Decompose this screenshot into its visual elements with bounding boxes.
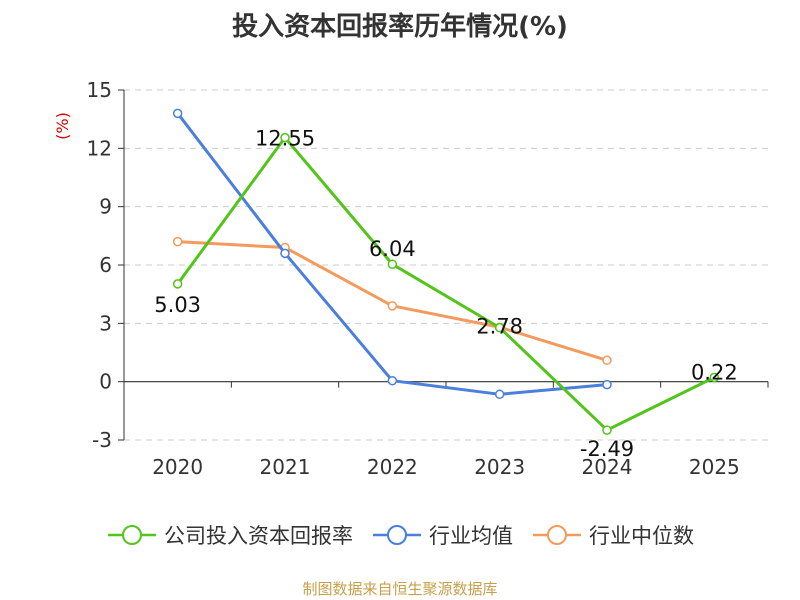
label-layer: 5.03 12.55 6.04 2.78 -2.49 0.22 (154, 127, 737, 461)
legend-swatch-marker (547, 525, 567, 545)
legend-item[interactable]: 行业中位数 (531, 520, 694, 550)
data-point (494, 322, 505, 333)
data-point (280, 132, 290, 143)
axis-layer: -3 0 3 6 9 12 15 2020 2021 2022 2023 2024 2025 (87, 78, 769, 479)
data-point (602, 379, 612, 390)
y-axis-label: (%) (53, 112, 72, 140)
data-point (172, 236, 183, 247)
legend-item[interactable]: 行业均值 (371, 520, 513, 550)
y-tick-label: 6 (99, 253, 112, 277)
series-line (176, 136, 715, 432)
x-tick-label: 2024 (582, 455, 633, 479)
y-tick-label: -3 (92, 428, 112, 452)
legend-swatch (108, 525, 156, 545)
legend: 公司投入资本回报率 行业均值 行业中位数 (0, 520, 800, 550)
x-tick-label: 2025 (689, 455, 740, 479)
legend-item[interactable]: 公司投入资本回报率 (106, 520, 353, 550)
legend-label: 行业中位数 (589, 524, 694, 548)
legend-swatch-marker (387, 525, 407, 545)
data-label: 12.55 (255, 127, 315, 151)
data-point (494, 389, 505, 400)
data-label: 6.04 (369, 237, 416, 261)
data-label: 0.22 (691, 360, 738, 384)
legend-swatch-marker (122, 525, 142, 545)
data-point (172, 279, 183, 289)
y-tick-label: 0 (99, 370, 112, 394)
y-tick-label: 3 (99, 311, 112, 335)
x-tick-label: 2020 (152, 455, 203, 479)
data-point (280, 248, 290, 259)
source-note: 制图数据来自恒生聚源数据库 (302, 580, 498, 598)
data-point (172, 108, 183, 119)
legend-swatch (533, 525, 581, 545)
legend-label: 公司投入资本回报率 (164, 524, 353, 548)
x-tick-label: 2023 (474, 455, 525, 479)
data-point (602, 355, 612, 366)
data-point (602, 425, 612, 435)
y-tick-label: 9 (99, 195, 112, 219)
legend-swatch (373, 525, 421, 545)
y-tick-label: 12 (87, 136, 112, 160)
chart-title: 投入资本回报率历年情况(%) (232, 12, 568, 42)
x-tick-label: 2022 (367, 455, 418, 479)
data-point (709, 372, 720, 383)
data-point (387, 375, 398, 386)
data-point (387, 301, 398, 311)
data-label: 5.03 (154, 293, 201, 317)
series-layer (172, 108, 720, 435)
data-point (387, 259, 398, 269)
grid-layer (124, 89, 768, 441)
x-tick-label: 2021 (260, 455, 311, 479)
legend-label: 行业均值 (429, 524, 513, 548)
data-label: -2.49 (580, 437, 634, 461)
data-label: 2.78 (476, 315, 523, 339)
y-tick-label: 15 (87, 78, 112, 102)
